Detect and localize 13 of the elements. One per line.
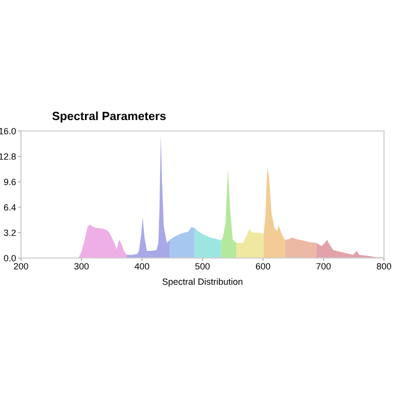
x-tick-label: 800 [376,263,392,270]
x-tick-label: 600 [256,263,270,270]
x-tick-label: 700 [316,263,331,270]
y-tick-label: 6.4 [4,204,16,211]
y-tick-label: 0.0 [4,254,16,262]
x-tick-label: 400 [134,263,150,270]
y-tick-label: 3.2 [4,230,16,236]
x-tick-label: 500 [195,263,210,270]
y-tick-label: 9.6 [4,178,16,186]
x-axis-title: Spectral Distribution [162,278,242,287]
x-tick-label: 200 [14,263,28,270]
x-tick-label: 300 [74,263,89,270]
chart-title: Spectral Parameters [52,112,166,123]
